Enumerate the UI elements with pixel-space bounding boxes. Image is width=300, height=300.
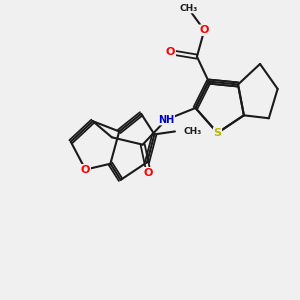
Text: O: O — [144, 167, 153, 178]
Text: O: O — [81, 165, 90, 175]
Text: CH₃: CH₃ — [184, 127, 202, 136]
Text: O: O — [200, 25, 209, 35]
Text: CH₃: CH₃ — [179, 4, 197, 13]
Text: CH₃: CH₃ — [179, 4, 197, 13]
Text: NH: NH — [158, 115, 174, 125]
Text: NH: NH — [158, 115, 174, 125]
Text: O: O — [144, 167, 153, 178]
Text: O: O — [166, 47, 175, 57]
Text: O: O — [166, 47, 175, 57]
Text: S: S — [214, 128, 221, 138]
Text: CH₃: CH₃ — [184, 127, 202, 136]
Text: O: O — [81, 165, 90, 175]
Text: O: O — [200, 25, 209, 35]
Text: S: S — [214, 128, 221, 138]
